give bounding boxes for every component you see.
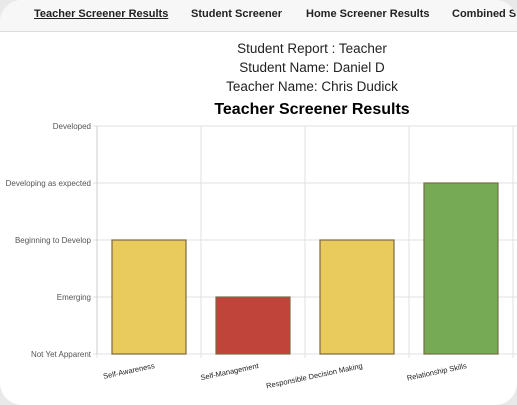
- x-tick-label: Relationship Skills: [406, 361, 468, 383]
- x-tick-label: Responsible Decision Making: [265, 361, 363, 390]
- tab-bar: Teacher Screener Results Student Screene…: [0, 0, 517, 32]
- y-tick-label: Developing as expected: [6, 179, 91, 188]
- y-tick-label: Not Yet Apparent: [31, 350, 92, 359]
- x-tick-label: Self-Management: [200, 361, 261, 382]
- tab-teacher-screener-results[interactable]: Teacher Screener Results: [34, 8, 169, 20]
- y-tick-label: Developed: [53, 122, 91, 131]
- student-name: Student Name: Daniel D: [239, 60, 385, 75]
- bar-responsible-decision-making: [319, 239, 395, 355]
- y-tick-label: Beginning to Develop: [15, 236, 92, 245]
- bar-relationship-skills: [423, 182, 499, 355]
- y-tick-label: Emerging: [57, 293, 91, 302]
- tab-home-screener-results[interactable]: Home Screener Results: [306, 8, 430, 20]
- teacher-name: Teacher Name: Chris Dudick: [226, 79, 398, 94]
- chart-title: Teacher Screener Results: [214, 101, 410, 118]
- tab-student-screener[interactable]: Student Screener: [191, 8, 283, 20]
- bar-self-awareness: [111, 239, 187, 355]
- report-title: Student Report : Teacher: [237, 41, 387, 56]
- x-tick-label: Self-Awareness: [102, 361, 155, 381]
- bar-self-management: [215, 296, 291, 355]
- tab-combined-screener[interactable]: Combined S: [452, 8, 517, 20]
